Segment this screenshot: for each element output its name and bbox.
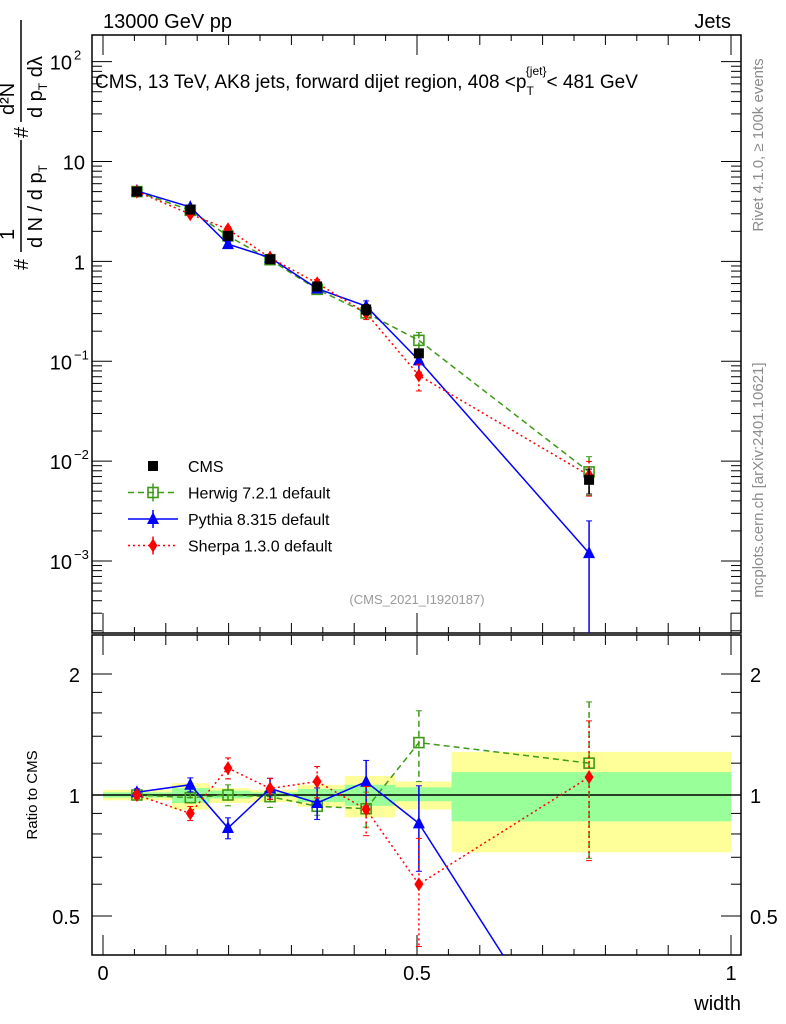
analysis-id: (CMS_2021_I1920187) — [349, 592, 484, 607]
sherpa-ratio-point — [223, 761, 233, 776]
legend-sherpa-label: Sherpa 1.3.0 default — [188, 539, 333, 556]
header-left: 13000 GeV pp — [103, 11, 232, 33]
svg-text:d pT dλ: d pT dλ — [25, 56, 50, 118]
ratio-series — [130, 701, 595, 955]
herwig-ratio-point — [413, 736, 425, 749]
herwig-ratio-line — [136, 741, 590, 810]
svg-text:d²N: d²N — [0, 83, 19, 115]
pythia-ratio-point — [184, 777, 197, 790]
cms-point — [185, 204, 196, 215]
main-series — [130, 183, 596, 633]
legend-cms-marker — [148, 461, 158, 471]
x-tick-label: 0 — [97, 963, 108, 985]
sherpa-ratio-point — [414, 877, 424, 892]
sherpa-ratio-point — [584, 770, 594, 785]
legend-cms-label: CMS — [188, 459, 224, 476]
pythia-point — [412, 353, 425, 366]
legend-herwig-label: Herwig 7.2.1 default — [188, 486, 331, 503]
cms-point — [131, 186, 142, 197]
ratio-y-tick-label-right: 2 — [750, 665, 761, 687]
svg-text:#: # — [11, 126, 33, 138]
herwig-line — [136, 190, 590, 473]
y-tick-label-exponent: −2 — [74, 447, 89, 462]
cms-point — [222, 230, 233, 241]
ratio-y-tick-label: 1 — [69, 786, 80, 808]
ratio-ylabel: Ratio to CMS — [24, 750, 41, 839]
ratio-y-tick-label-right: 0.5 — [750, 907, 778, 929]
svg-text:d N / d pT: d N / d pT — [25, 164, 50, 248]
svg-text:#: # — [11, 258, 33, 270]
herwig-ratio-point — [184, 791, 197, 804]
pythia-ratio-point — [360, 774, 373, 787]
y-tick-label-exponent: −3 — [74, 547, 89, 562]
cms-point — [265, 254, 276, 265]
legend-pythia-marker — [147, 512, 159, 524]
ratio-y-tick-label-right: 1 — [750, 786, 761, 808]
cms-point — [312, 281, 323, 292]
pythia-ratio-line — [136, 780, 504, 955]
rivet-label: Rivet 4.1.0, ≥ 100k events — [750, 58, 767, 231]
pythia-ratio-point — [311, 795, 324, 808]
legend: CMS Herwig 7.2.1 default Pythia 8.315 defa… — [128, 459, 333, 556]
sherpa-ratio-point — [312, 774, 322, 789]
y-tick-label-exponent: 2 — [74, 48, 81, 63]
plot-title: CMS, 13 TeV, AK8 jets, forward dijet reg… — [95, 64, 638, 98]
cms-point — [584, 474, 595, 485]
sherpa-ratio-point — [185, 806, 195, 821]
pythia-ratio-point — [412, 816, 425, 829]
sherpa-ratio-point — [361, 802, 371, 817]
pythia-point — [221, 237, 234, 250]
y-tick-label: 10 — [50, 53, 72, 75]
sherpa-point — [414, 368, 424, 383]
xlabel: width — [693, 993, 741, 1015]
legend-herwig-marker — [147, 486, 159, 499]
ratio-y-tick-label: 0.5 — [52, 907, 80, 929]
y-tick-label: 10 — [63, 153, 85, 175]
sherpa-ratio-line — [136, 767, 590, 886]
herwig-ratio-point — [222, 789, 234, 801]
legend-pythia-label: Pythia 8.315 default — [188, 512, 330, 529]
pythia-line — [136, 190, 590, 554]
x-tick-label: 0.5 — [403, 963, 431, 985]
y-tick-label: 1 — [74, 252, 85, 274]
y-tick-label: 10 — [50, 452, 72, 474]
legend-sherpa-marker — [148, 538, 158, 553]
main-ylabel: # 1 d N / d pT # d²N d pT dλ — [0, 20, 50, 270]
header-right: Jets — [694, 11, 731, 33]
pythia-ratio-point — [221, 821, 234, 834]
sherpa-ratio-point — [132, 788, 142, 802]
y-tick-label: 10 — [50, 352, 72, 374]
herwig-point — [413, 334, 425, 347]
x-tick-label: 1 — [725, 963, 736, 985]
cms-point — [361, 304, 372, 315]
svg-text:1: 1 — [0, 229, 19, 240]
cms-point — [413, 348, 424, 359]
mcplots-label: mcplots.cern.ch [arXiv:2401.10621] — [750, 362, 767, 597]
sherpa-line — [136, 190, 590, 477]
sherpa-ratio-point — [265, 781, 275, 796]
herwig-ratio-point — [583, 757, 595, 769]
y-tick-label-exponent: −1 — [74, 347, 89, 362]
ratio-y-tick-label: 2 — [69, 665, 80, 687]
y-tick-label: 10 — [50, 552, 72, 574]
pythia-point — [583, 546, 596, 559]
